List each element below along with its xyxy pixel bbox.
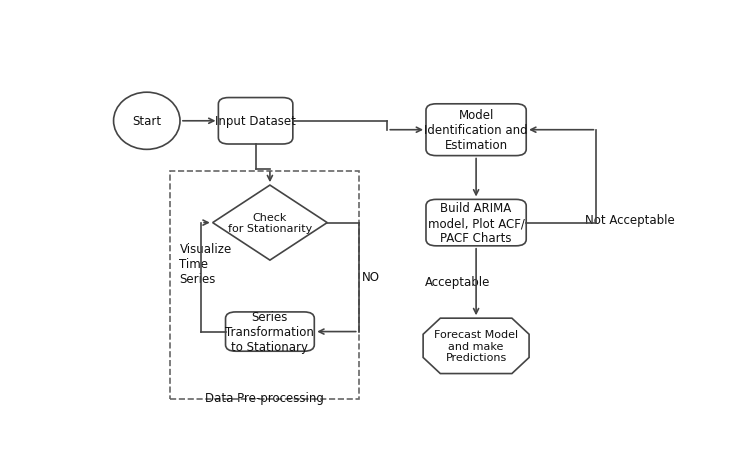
FancyBboxPatch shape [426,105,526,156]
Text: Acceptable: Acceptable [424,275,490,288]
Text: Input Dataset: Input Dataset [215,115,296,128]
Text: Not Acceptable: Not Acceptable [585,213,675,226]
Text: NO: NO [361,270,380,283]
Ellipse shape [114,93,180,150]
Text: Model
Identification and
Estimation: Model Identification and Estimation [424,109,528,152]
Text: Build ARIMA
model, Plot ACF/
PACF Charts: Build ARIMA model, Plot ACF/ PACF Charts [428,202,525,244]
Text: Start: Start [132,115,161,128]
Text: Forecast Model
and make
Predictions: Forecast Model and make Predictions [434,330,518,363]
Polygon shape [213,186,327,261]
Polygon shape [423,319,529,374]
Bar [170,171,358,400]
Text: Series
Transformation
to Stationary: Series Transformation to Stationary [225,310,314,353]
FancyBboxPatch shape [225,312,314,351]
Text: Visualize
Time
Series: Visualize Time Series [180,243,232,286]
Text: Check
for Stationarity: Check for Stationarity [228,213,312,234]
Text: Data Pre-processing: Data Pre-processing [205,391,324,404]
FancyBboxPatch shape [219,98,293,144]
FancyBboxPatch shape [426,200,526,246]
